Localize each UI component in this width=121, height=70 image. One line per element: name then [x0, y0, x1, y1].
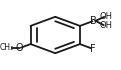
Text: OH: OH: [100, 12, 113, 21]
Text: O: O: [16, 43, 23, 53]
Text: CH₃: CH₃: [0, 43, 13, 52]
Text: B: B: [90, 16, 97, 26]
Text: OH: OH: [99, 21, 112, 30]
Text: F: F: [90, 44, 96, 54]
